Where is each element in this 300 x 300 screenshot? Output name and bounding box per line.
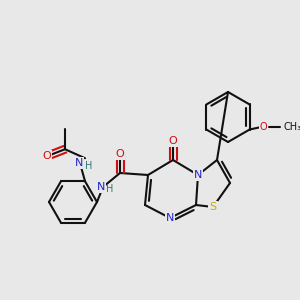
Text: N: N	[166, 213, 174, 223]
Text: H: H	[85, 161, 93, 171]
Text: O: O	[116, 149, 124, 159]
Text: CH₃: CH₃	[284, 122, 300, 131]
Text: H: H	[106, 184, 114, 194]
Text: N: N	[75, 158, 83, 168]
Text: S: S	[209, 202, 217, 212]
Text: O: O	[43, 151, 51, 161]
Text: O: O	[260, 122, 268, 131]
Text: O: O	[169, 136, 177, 146]
Text: N: N	[194, 170, 202, 180]
Text: N: N	[97, 182, 105, 192]
